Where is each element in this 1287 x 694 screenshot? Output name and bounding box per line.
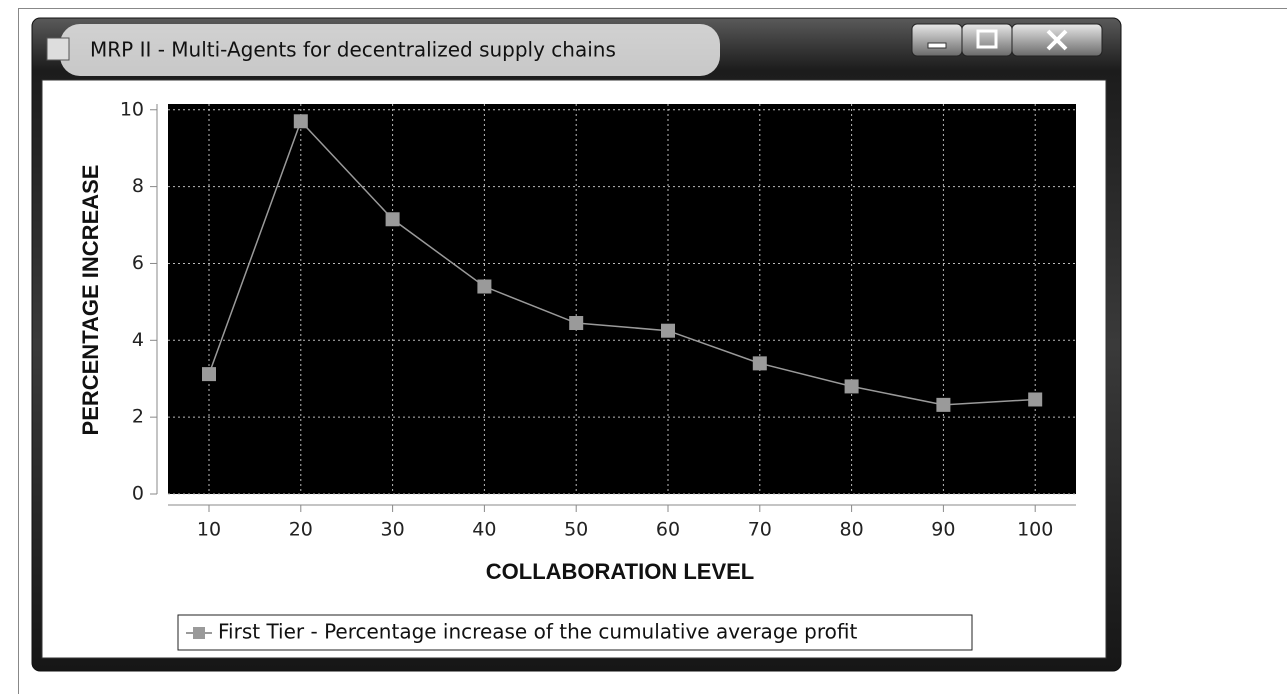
data-point	[385, 212, 400, 227]
close-icon	[1046, 29, 1068, 51]
series-line	[208, 119, 1036, 406]
x-tick-label: 40	[472, 519, 496, 541]
y-tick-label: 10	[120, 98, 144, 120]
data-point	[202, 367, 216, 382]
page-border	[18, 8, 1287, 694]
y-axis-label: PERCENTAGE INCREASE	[78, 165, 103, 436]
data-point	[569, 316, 584, 331]
y-tick-label: 8	[132, 175, 144, 197]
maximize-button[interactable]	[961, 23, 1013, 57]
y-tick-label: 4	[132, 329, 144, 351]
x-axis-label: COLLABORATION LEVEL	[486, 559, 754, 584]
maximize-icon	[976, 29, 998, 49]
window-title: MRP II - Multi-Agents for decentralized …	[90, 38, 616, 62]
data-point	[661, 323, 675, 338]
y-tick-label: 6	[132, 252, 144, 274]
x-tick-label: 50	[564, 519, 588, 541]
data-point	[936, 397, 951, 412]
x-tick-label: 20	[289, 519, 313, 541]
y-tick-label: 0	[132, 483, 144, 505]
legend-label: First Tier - Percentage increase of the …	[218, 620, 857, 644]
x-tick-label: 100	[1017, 519, 1053, 541]
data-point	[844, 379, 859, 394]
x-tick-label: 60	[656, 519, 680, 541]
legend-marker	[193, 627, 205, 639]
data-point	[1028, 392, 1043, 407]
plot-area	[168, 104, 1076, 494]
data-point	[752, 356, 767, 371]
minimize-icon	[927, 42, 947, 49]
x-tick-label: 30	[381, 519, 405, 541]
legend	[177, 614, 973, 651]
chart: 0 2 4 6 8 10 10 20 30 40 50 60 70 80 90 100 First Tier -…	[120, 98, 1076, 644]
minimize-button[interactable]	[911, 23, 963, 57]
window-buttons	[911, 23, 1103, 57]
data-point	[477, 279, 492, 294]
x-tick-label: 10	[197, 519, 221, 541]
x-tick-label: 70	[748, 519, 772, 541]
x-tick-label: 80	[840, 519, 864, 541]
app-icon	[46, 37, 70, 61]
x-tick-label: 90	[931, 519, 955, 541]
title-glow	[60, 24, 720, 76]
y-tick-label: 2	[132, 406, 144, 428]
data-point	[293, 114, 308, 129]
